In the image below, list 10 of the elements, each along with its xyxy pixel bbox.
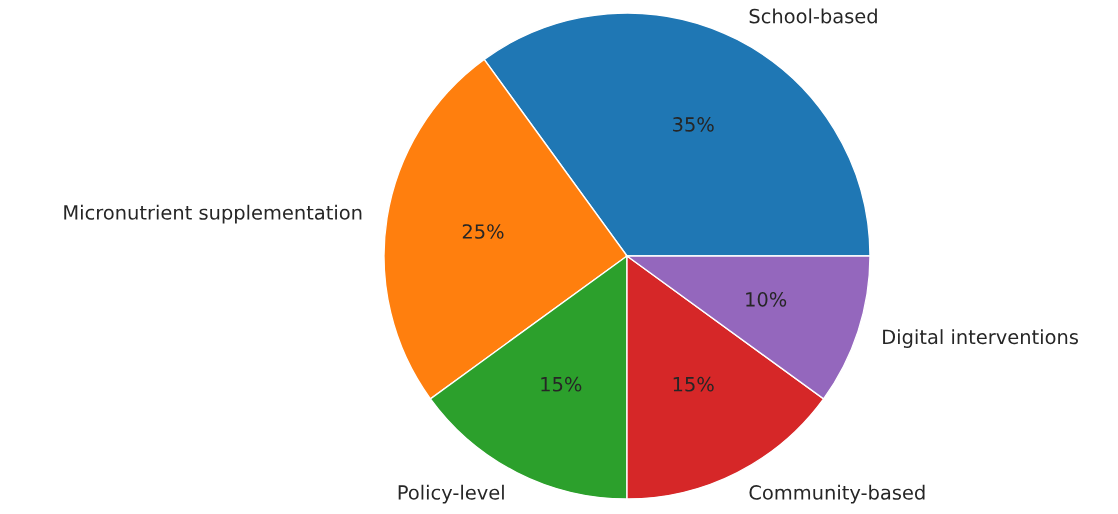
data-label: 25% [462,224,504,239]
data-label: 15% [673,376,714,392]
data-label: 10% [746,291,787,307]
slice-label: Digital interventions [883,329,1078,349]
slice-label: Community-based [749,484,925,504]
data-label: 35% [673,117,714,132]
slice-label: Policy-level [398,484,504,504]
slice-label: School-based [749,8,877,24]
slice-label: Micronutrient supplementation [64,204,362,224]
data-label: 15% [541,376,582,392]
